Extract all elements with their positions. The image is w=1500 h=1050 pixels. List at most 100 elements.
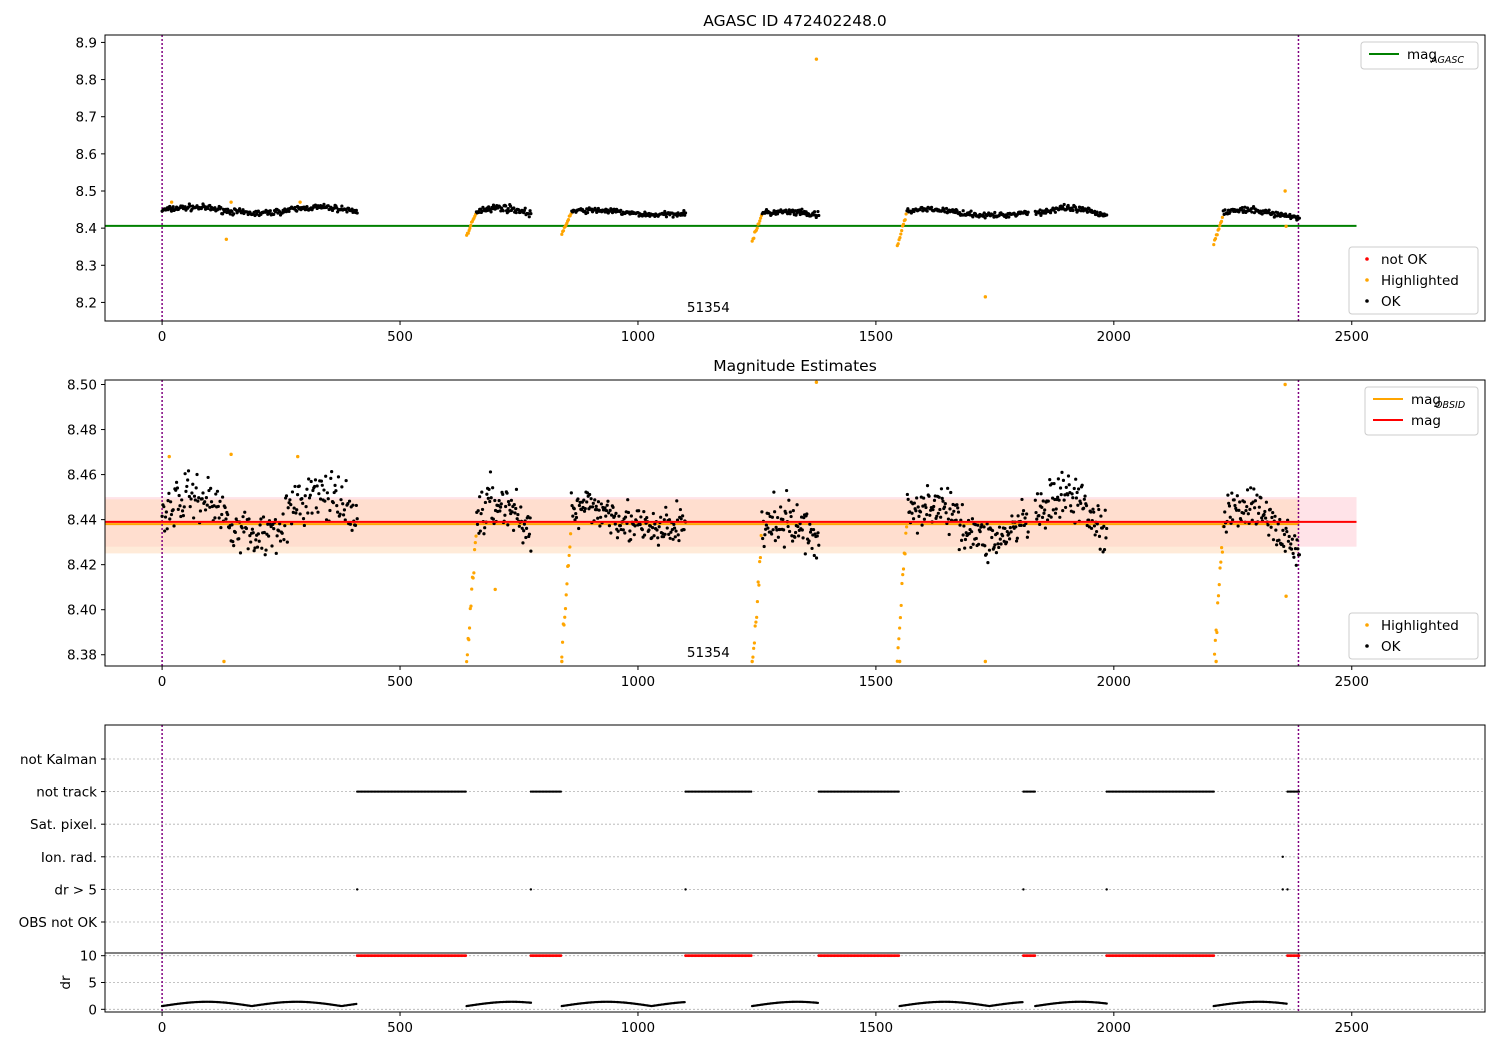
mag-point [782,528,786,532]
mag-point [1236,524,1240,528]
agasc-point [793,209,797,213]
mag-point [206,475,210,480]
mag-point [223,505,227,510]
mag-point [642,533,647,537]
mag-point [503,513,507,517]
agasc-point [1243,205,1247,209]
mag-point [609,531,613,535]
mag-point [180,498,184,502]
mag-point [289,503,293,507]
mag-bottom-legend-label: OK [1381,639,1402,655]
mag-point [1095,522,1099,526]
mag-point [180,509,185,513]
agasc-point [529,212,533,216]
mag-point [766,526,770,530]
mag-point [786,524,790,529]
mag-point [288,498,292,502]
mag-point [1069,504,1073,508]
agasc-point [350,207,354,211]
agasc-point [961,209,965,213]
mag-point [291,510,295,514]
mag-point [591,501,595,505]
mag-point [928,513,932,517]
mag-point [967,531,971,536]
dr5-point [1286,888,1289,891]
mag-point [758,559,762,564]
mag-point [994,551,999,555]
agasc-point [983,216,987,220]
agasc-point [585,210,590,215]
mag-point [1235,494,1239,498]
mag-point [1245,488,1250,492]
mag-point [671,537,675,541]
mag-point [787,498,791,502]
mag-point [255,545,260,549]
agasc-bottom-legend-label: Highlighted [1381,273,1459,289]
mag-point [960,502,964,507]
mag-point [1093,533,1097,537]
flags-panel: not Kalman not track Sat. pixel. Ion. rad. d… [19,724,1486,954]
mag-point [1074,477,1078,481]
mag-point [956,506,960,510]
mag-point [203,508,208,512]
mag-point [1268,507,1272,511]
agasc-highlighted-point [229,200,233,204]
mag-point [1228,515,1232,519]
mag-point [925,513,929,517]
mag-point [214,492,218,496]
mag-point [488,499,492,504]
mag-point [982,525,986,529]
mag-point [949,490,953,495]
mag-highlighted-point [222,659,226,664]
not-track-point [750,790,753,793]
agasc-point [1037,211,1041,215]
mag-point [901,567,906,571]
mag-point [295,508,299,512]
mag-point [802,516,806,520]
mag-point [667,518,672,522]
agasc-point [1048,211,1053,215]
mag-point [1041,499,1045,503]
agasc-point [1219,219,1224,223]
mag-point [303,494,307,498]
mag-point [342,508,347,512]
agasc-point [174,205,179,209]
mag-point [467,638,471,642]
mag-point [478,495,482,499]
mag-point [1008,525,1012,530]
mag-point [487,487,491,491]
mag-point [596,500,601,504]
agasc-bottom-legend-marker [1365,299,1369,303]
mag-point [1061,478,1066,482]
agasc-panel: 0 500 1000 1500 2000 2500 8.2 8.3 8.4 8.5 8.6 8.7 8.… [76,34,1486,345]
agasc-point [1271,211,1276,215]
mag-point [472,548,477,552]
mag-point [896,646,900,650]
mag-point [220,495,225,499]
mag-point [242,530,246,534]
mag-xtick-label: 2000 [1097,674,1131,690]
mag-point [1052,481,1056,486]
mag-point [1043,508,1047,512]
agasc-point [477,210,481,214]
dr-point [355,1002,358,1006]
mag-point [604,508,609,513]
mag-point [910,511,914,515]
mag-point [240,526,244,530]
mag-point [940,496,944,500]
mag-point [957,547,961,552]
mag-point [911,517,916,521]
mag-point [259,517,263,521]
mag-point [506,500,511,504]
mag-point [176,507,180,511]
mag-point [297,484,301,488]
mag-point [781,517,785,522]
agasc-point [468,226,472,230]
mag-point [497,499,501,503]
flag-category-label: not track [36,785,97,801]
mag-point [656,536,660,540]
mag-bottom-legend-marker [1365,623,1369,627]
mag-point [339,498,343,502]
mag-point [307,496,312,500]
